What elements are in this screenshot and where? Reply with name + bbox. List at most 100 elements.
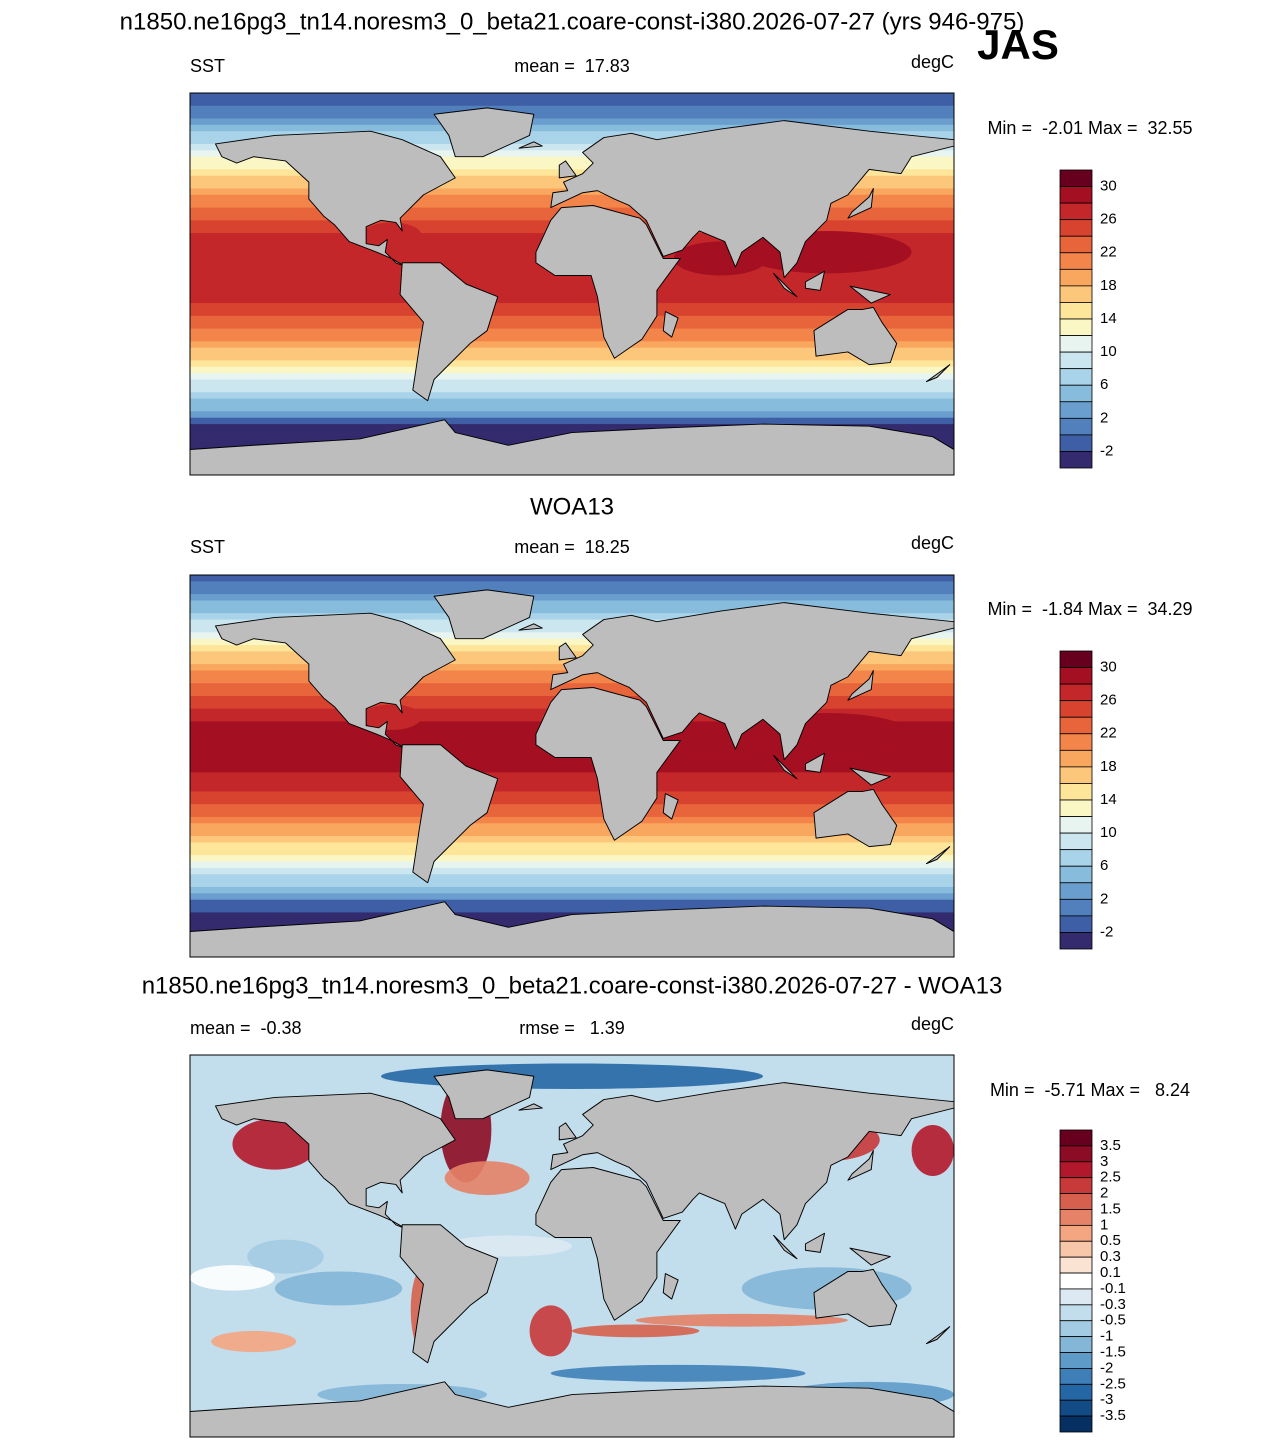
left-label: mean = -0.38 xyxy=(190,1018,302,1038)
colorbar-box xyxy=(1059,434,1093,452)
ocean-band xyxy=(190,893,954,901)
ocean-band xyxy=(190,360,954,368)
ocean-band xyxy=(190,867,954,875)
colorbar-box xyxy=(1059,417,1093,436)
colorbar-box xyxy=(1059,898,1093,917)
colorbar-box xyxy=(1059,1209,1093,1226)
colorbar-box xyxy=(1059,1336,1093,1353)
ocean-band xyxy=(190,575,954,582)
colorbar-box xyxy=(1059,882,1093,900)
colorbar-label: 14 xyxy=(1100,791,1117,808)
colorbar-label: 14 xyxy=(1100,310,1117,327)
colorbar-box xyxy=(1059,1256,1093,1274)
colorbar-label: 2 xyxy=(1100,890,1108,907)
colorbar-label: 2.5 xyxy=(1100,1169,1121,1186)
colorbar-box xyxy=(1059,1193,1093,1210)
ocean-band xyxy=(190,379,954,387)
anomaly-patch xyxy=(635,1313,848,1327)
colorbar-label: 1 xyxy=(1100,1216,1108,1233)
colorbar-box xyxy=(1059,169,1093,187)
colorbar-box xyxy=(1059,202,1093,221)
ocean-band xyxy=(190,124,954,132)
colorbar-label: 0.5 xyxy=(1100,1232,1121,1249)
colorbar-box xyxy=(1059,932,1093,950)
ocean-band xyxy=(190,632,954,640)
colorbar-label: 30 xyxy=(1100,659,1117,676)
ocean-band xyxy=(190,829,954,837)
ocean-band xyxy=(190,163,954,170)
ocean-band xyxy=(190,284,954,291)
colorbar-label: 2 xyxy=(1100,409,1108,426)
map-frame xyxy=(189,574,955,958)
colorbar-label: 18 xyxy=(1100,277,1117,294)
ocean-band xyxy=(190,143,954,151)
map xyxy=(190,93,954,475)
colorbar-label: -2 xyxy=(1100,923,1113,940)
center-label: mean = 17.83 xyxy=(514,56,630,76)
ocean-band xyxy=(190,638,954,646)
ocean-band xyxy=(190,791,954,799)
ocean-band xyxy=(190,613,954,620)
colorbar-label: -0.5 xyxy=(1100,1312,1126,1329)
ocean-band xyxy=(190,296,954,304)
colorbar-box xyxy=(1059,1161,1093,1179)
colorbar-box xyxy=(1059,799,1093,817)
colorbar-box xyxy=(1059,1415,1093,1433)
colorbar-label: 3.5 xyxy=(1100,1137,1121,1154)
ocean-band xyxy=(190,411,954,419)
colorbar-label: -2 xyxy=(1100,442,1113,459)
colorbar-box xyxy=(1059,733,1093,751)
warm-pool xyxy=(361,222,422,248)
min-max-label: Min = -5.71 Max = 8.24 xyxy=(990,1080,1190,1100)
colorbar-label: -0.3 xyxy=(1100,1296,1126,1313)
ocean-band xyxy=(190,373,954,380)
ocean-band xyxy=(190,810,954,818)
ocean-band xyxy=(190,150,954,158)
ocean-band xyxy=(190,594,954,601)
anomaly-patch xyxy=(911,1125,954,1176)
ocean-band xyxy=(190,303,954,310)
colorbar-box xyxy=(1059,219,1093,237)
colorbar-label: 26 xyxy=(1100,211,1117,228)
colorbar-box xyxy=(1059,451,1093,469)
colorbar-label: -1.5 xyxy=(1100,1343,1126,1360)
panel: n1850.ne16pg3_tn14.noresm3_0_beta21.coar… xyxy=(142,972,1190,1438)
colorbar-box xyxy=(1059,268,1093,287)
ocean-band xyxy=(190,766,954,773)
ocean-band xyxy=(190,341,954,349)
colorbar-label: 0.1 xyxy=(1100,1264,1121,1281)
ocean-band xyxy=(190,392,954,400)
colorbar-label: 18 xyxy=(1100,758,1117,775)
colorbar-label: 22 xyxy=(1100,725,1117,742)
ocean-band xyxy=(190,797,954,805)
ocean-band xyxy=(190,848,954,856)
ocean-band xyxy=(190,385,954,393)
ocean-band xyxy=(190,137,954,145)
anomaly-patch xyxy=(550,1364,806,1382)
ocean-band xyxy=(190,354,954,361)
colorbar-label: 6 xyxy=(1100,376,1108,393)
panel-title: n1850.ne16pg3_tn14.noresm3_0_beta21.coar… xyxy=(142,972,1003,999)
colorbar-box xyxy=(1059,1240,1093,1258)
ocean-band xyxy=(190,874,954,882)
anomaly-patch xyxy=(444,1161,530,1196)
colorbar-label: 10 xyxy=(1100,824,1117,841)
colorbar-label: 30 xyxy=(1100,178,1117,195)
anomaly-patch xyxy=(247,1239,324,1274)
ocean-band xyxy=(190,861,954,869)
colorbar-box xyxy=(1059,716,1093,735)
map-frame xyxy=(189,92,955,476)
ocean-band xyxy=(190,886,954,894)
ocean-band xyxy=(190,156,954,164)
colorbar-box xyxy=(1059,368,1093,386)
colorbar-box xyxy=(1059,186,1093,204)
colorbar-label: 22 xyxy=(1100,244,1117,261)
ocean-band xyxy=(190,880,954,888)
colorbar-box xyxy=(1059,667,1093,685)
ocean-band xyxy=(190,112,954,119)
ocean-band xyxy=(190,587,954,595)
units-label: degC xyxy=(911,52,954,72)
ocean-band xyxy=(190,581,954,589)
ocean-band xyxy=(190,290,954,298)
ocean-band xyxy=(190,277,954,285)
